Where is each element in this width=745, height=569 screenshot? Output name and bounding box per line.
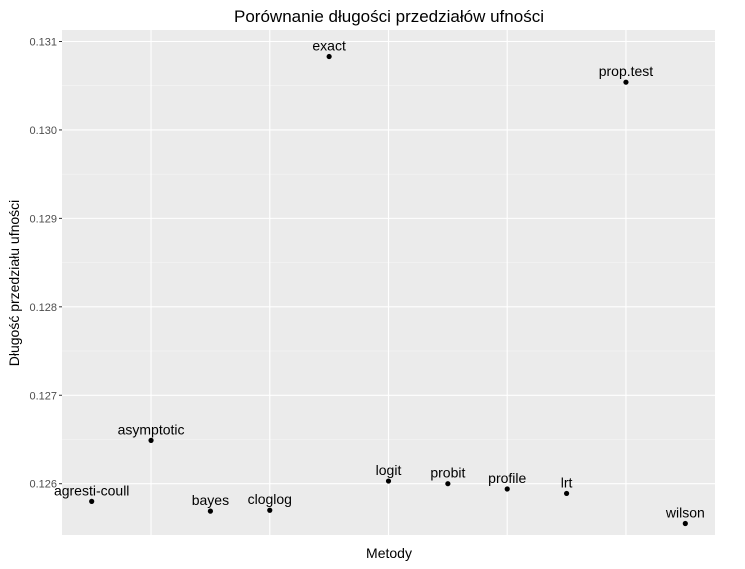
data-point	[682, 520, 688, 527]
chart-title: Porównanie długości przedziałów ufności	[234, 7, 544, 26]
point-label: prop.test	[599, 63, 654, 79]
data-point	[445, 481, 451, 487]
y-tick-label: 0.126	[29, 479, 57, 491]
y-tick-label: 0.131	[29, 36, 57, 48]
data-point	[326, 53, 332, 60]
y-tick-label: 0.130	[29, 125, 57, 137]
x-axis-label: Metody	[366, 545, 412, 561]
point-label: profile	[488, 470, 526, 486]
y-axis-label: Długość przedziału ufności	[6, 200, 22, 367]
point-label: wilson	[665, 505, 705, 521]
point-label: lrt	[561, 474, 573, 490]
data-point	[385, 478, 392, 484]
y-tick-label: 0.127	[29, 390, 57, 402]
point-label: exact	[312, 38, 346, 54]
point-label: probit	[430, 465, 465, 481]
point-label: cloglog	[248, 491, 292, 507]
data-point	[148, 437, 154, 443]
point-label: bayes	[192, 492, 229, 508]
data-points: agresti-coull asymptotic bayes cloglog exact…	[54, 38, 705, 527]
data-point	[267, 507, 273, 513]
y-tick-label: 0.129	[29, 213, 57, 225]
y-axis-ticks: 0.126 0.127 0.128 0.129 0.130 0.131	[29, 36, 62, 491]
data-point	[207, 508, 214, 514]
major-grid	[62, 30, 715, 535]
y-tick-label: 0.128	[29, 302, 57, 314]
data-point	[504, 486, 510, 492]
data-point	[89, 498, 95, 504]
point-label: logit	[376, 462, 402, 478]
data-point	[563, 490, 570, 497]
point-label: agresti-coull	[54, 482, 129, 498]
data-point	[623, 79, 629, 85]
point-label: asymptotic	[118, 421, 185, 437]
